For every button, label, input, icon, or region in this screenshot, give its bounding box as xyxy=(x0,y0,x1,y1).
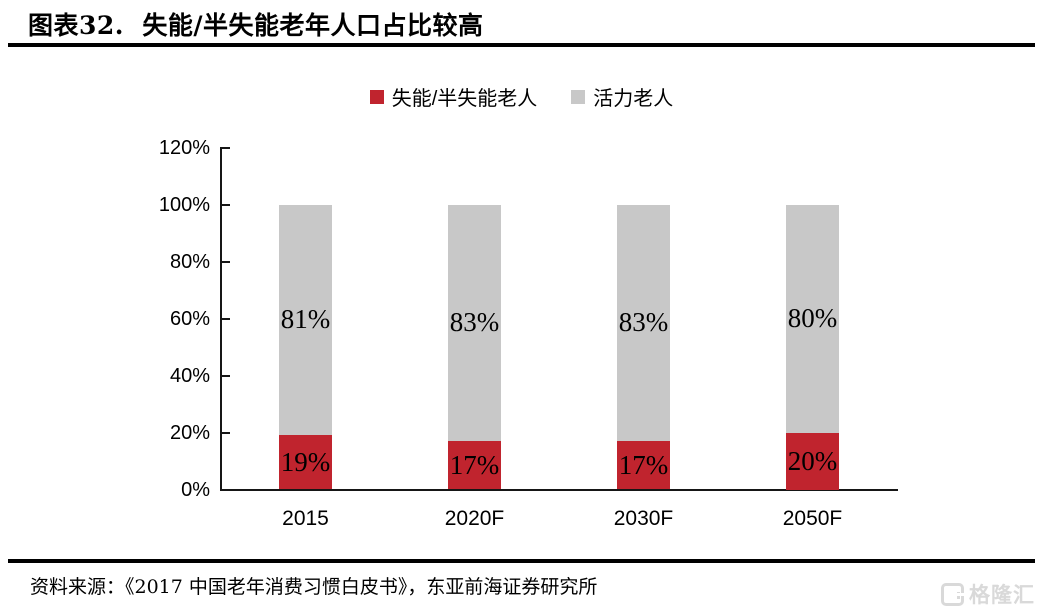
watermark-label: 格隆汇 xyxy=(969,584,1035,607)
legend-swatch-red xyxy=(369,89,384,104)
bar-value-label: 20% xyxy=(787,445,838,476)
bar-segment-disabled-elderly: 19% xyxy=(279,435,332,490)
y-tick-label: 120% xyxy=(158,136,210,159)
gelonghui-logo-icon xyxy=(941,582,964,606)
bar-value-label: 83% xyxy=(618,307,669,338)
bar-segment-active-elderly: 83% xyxy=(448,204,501,442)
y-tick xyxy=(222,317,230,320)
y-tick-label: 80% xyxy=(169,250,210,273)
bar-segment-disabled-elderly: 17% xyxy=(448,441,501,490)
y-tick xyxy=(222,260,230,263)
figure-title: 图表32. 失能/半失能老年人口占比较高 xyxy=(28,11,484,40)
bar-segment-disabled-elderly: 20% xyxy=(786,432,839,490)
y-tick xyxy=(222,431,230,434)
bar-value-label: 81% xyxy=(280,304,331,335)
y-tick xyxy=(222,146,230,149)
legend-swatch-gray xyxy=(571,89,586,104)
bar-segment-active-elderly: 81% xyxy=(279,204,332,436)
watermark: 格隆汇 xyxy=(941,579,1035,607)
legend-item-disabled-elderly: 失能/半失能老人 xyxy=(369,82,538,111)
x-axis-line xyxy=(220,489,898,491)
x-category-label: 2020F xyxy=(444,507,505,530)
x-category-label: 2050F xyxy=(782,507,843,530)
title-divider-line xyxy=(8,43,1035,47)
y-axis-line xyxy=(220,147,222,491)
y-tick-label: 40% xyxy=(169,364,210,387)
bar-segment-disabled-elderly: 17% xyxy=(617,441,670,490)
y-tick xyxy=(222,488,230,491)
y-tick xyxy=(222,374,230,377)
bar-segment-active-elderly: 83% xyxy=(617,204,670,442)
y-tick-label: 0% xyxy=(181,478,210,501)
legend-item-active-elderly: 活力老人 xyxy=(571,82,673,111)
bar-value-label: 19% xyxy=(280,446,331,477)
bar-value-label: 17% xyxy=(449,449,500,480)
footer-divider-line xyxy=(8,559,1035,563)
legend-label: 失能/半失能老人 xyxy=(391,88,538,110)
bar-value-label: 80% xyxy=(787,303,838,333)
legend-label: 活力老人 xyxy=(593,88,674,110)
bar-segment-active-elderly: 80% xyxy=(786,204,839,433)
bar-value-label: 17% xyxy=(618,449,669,480)
bar-value-label: 83% xyxy=(449,307,500,338)
source-note: 资料来源：《2017 中国老年消费习惯白皮书》，东亚前海证券研究所 xyxy=(30,576,598,598)
y-tick-label: 100% xyxy=(158,193,210,216)
y-tick-label: 20% xyxy=(169,421,210,444)
y-tick xyxy=(222,203,230,206)
y-tick-label: 60% xyxy=(169,307,210,330)
x-category-label: 2030F xyxy=(613,507,674,530)
chart-legend: 失能/半失能老人 活力老人 xyxy=(0,82,1043,111)
x-category-label: 2015 xyxy=(282,507,329,530)
